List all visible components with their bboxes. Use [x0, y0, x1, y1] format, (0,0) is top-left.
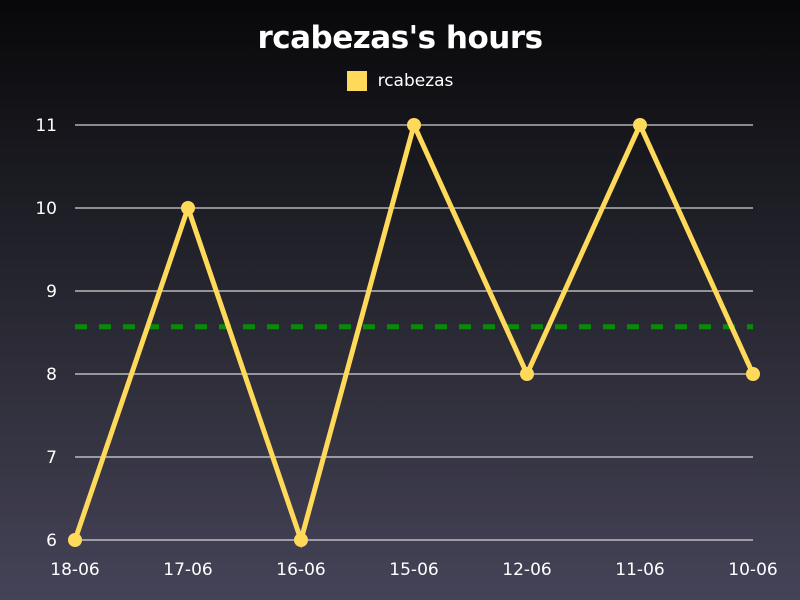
- data-point-15-06: [407, 118, 421, 132]
- y-tick-label-8: 8: [46, 365, 57, 385]
- grid-lines: [75, 124, 753, 541]
- x-tick-label-11-06: 11-06: [615, 560, 664, 580]
- data-point-17-06: [181, 201, 195, 215]
- series-group: [68, 117, 760, 549]
- legend-swatch: [346, 71, 367, 91]
- y-tick-label-7: 7: [46, 448, 57, 468]
- legend-label: rcabezas: [377, 71, 454, 91]
- y-tick-label-10: 10: [35, 199, 57, 219]
- y-tick-label-11: 11: [35, 116, 57, 136]
- data-point-16-06: [294, 533, 308, 547]
- x-tick-label-18-06: 18-06: [50, 560, 99, 580]
- x-tick-labels: 18-06 17-06 16-06 15-06 12-06 11-06 10-06: [50, 560, 777, 580]
- data-point-18-06: [68, 533, 82, 547]
- chart-title: rcabezas's hours: [257, 20, 543, 56]
- x-tick-label-10-06: 10-06: [728, 560, 777, 580]
- y-tick-label-6: 6: [46, 531, 57, 551]
- x-tick-label-16-06: 16-06: [276, 560, 325, 580]
- data-point-10-06: [746, 367, 760, 381]
- series-line-rcabezas: [72, 117, 756, 549]
- x-tick-label-17-06: 17-06: [163, 560, 212, 580]
- x-tick-label-12-06: 12-06: [502, 560, 551, 580]
- data-point-12-06: [520, 367, 534, 381]
- legend: rcabezas: [0, 71, 800, 91]
- data-point-11-06: [633, 118, 647, 132]
- y-tick-labels: 6 7 8 9 10 11: [35, 116, 57, 551]
- y-tick-label-9: 9: [46, 282, 57, 302]
- x-tick-label-15-06: 15-06: [389, 560, 438, 580]
